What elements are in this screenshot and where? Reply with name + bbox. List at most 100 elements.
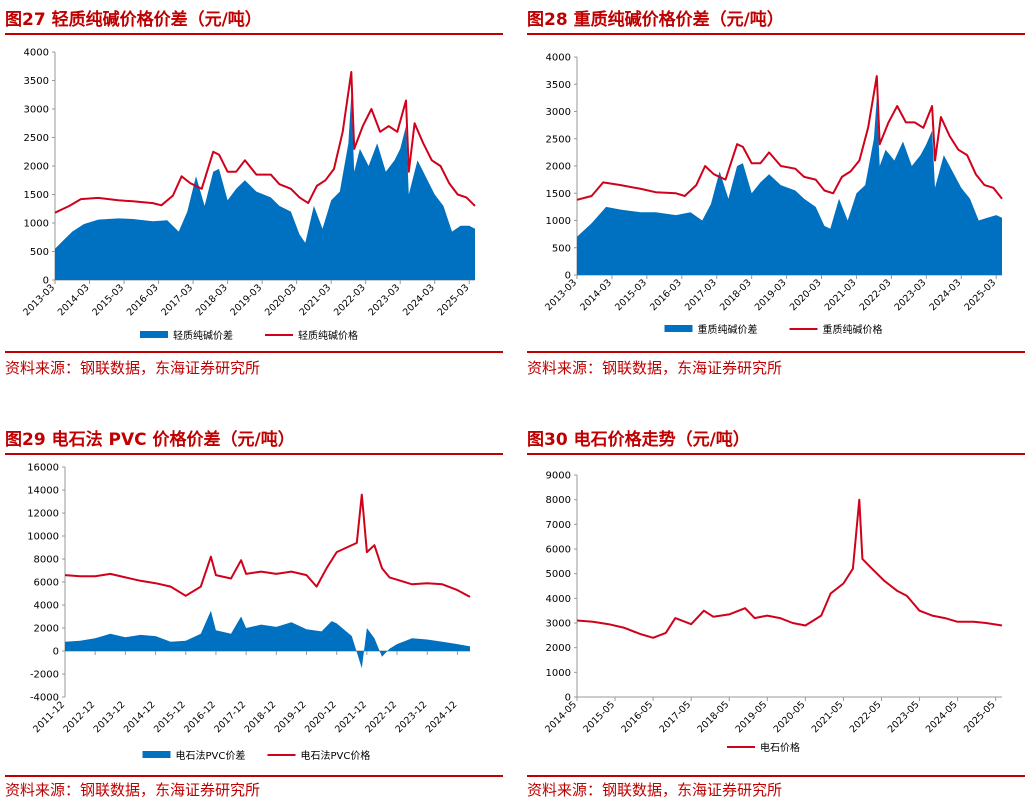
x-tick-label: 2013-12: [92, 699, 128, 735]
x-tick-label: 2014-05: [543, 699, 579, 735]
y-tick-label: 2000: [546, 162, 571, 173]
x-tick-label: 2017-03: [159, 282, 195, 318]
x-tick-label: 2022-03: [858, 277, 894, 313]
y-tick-label: 500: [552, 243, 571, 254]
x-tick-label: 2018-03: [194, 282, 230, 318]
series-area-0: [577, 97, 1002, 276]
series-line-0: [576, 498, 1003, 639]
x-tick-label: 2017-05: [657, 699, 693, 735]
panel-fig27: 图27 轻质纯碱价格价差（元/吨） 0 500 1000 1500 2000 2500 30…: [5, 5, 505, 380]
y-tick-label: 0: [565, 693, 571, 704]
series-line-1: [576, 75, 1003, 201]
legend-label: 轻质纯碱价差: [173, 329, 233, 342]
x-tick-label: 2025-03: [436, 282, 472, 318]
y-tick-label: 2000: [34, 624, 59, 635]
x-tick-label: 2023-12: [394, 699, 430, 735]
y-tick-label: 0: [565, 271, 571, 282]
x-tick-label: 2021-12: [333, 699, 369, 735]
x-tick-label: 2024-03: [928, 277, 964, 313]
y-tick-label: 0: [53, 647, 59, 658]
x-tick-label: 2014-03: [56, 282, 92, 318]
x-tick-label: 2015-05: [581, 699, 617, 735]
x-tick-label: 2016-12: [182, 699, 218, 735]
x-tick-label: 2023-03: [893, 277, 929, 313]
series-area-0: [55, 94, 475, 280]
x-tick-label: 2016-03: [648, 277, 684, 313]
title-rule: [527, 33, 1025, 35]
x-tick-label: 2019-03: [753, 277, 789, 313]
x-tick-label: 2013-03: [21, 282, 57, 318]
x-tick-label: 2024-05: [924, 699, 960, 735]
legend-item: 电石法PVC价差: [142, 749, 246, 762]
x-tick-label: 2019-05: [734, 699, 770, 735]
y-tick-label: 3500: [24, 76, 49, 87]
legend-item: 电石价格: [727, 741, 800, 754]
y-tick-label: 5000: [546, 569, 571, 580]
y-tick-label: 2000: [24, 162, 49, 173]
y-tick-label: 16000: [27, 463, 59, 474]
source-note: 资料来源：钢联数据，东海证券研究所: [527, 781, 783, 799]
source-rule: [5, 775, 503, 777]
y-tick-label: 12000: [27, 509, 59, 520]
y-tick-label: 4000: [24, 48, 49, 59]
y-tick-label: 2500: [24, 133, 49, 144]
x-tick-label: 2024-12: [424, 699, 460, 735]
series-line-1: [64, 493, 471, 598]
x-tick-label: 2025-05: [962, 699, 998, 735]
y-tick-label: 500: [30, 247, 49, 258]
y-tick-label: 2000: [546, 643, 571, 654]
x-tick-label: 2014-12: [122, 699, 158, 735]
source-rule: [5, 351, 503, 353]
panel-fig29: 图29 电石法 PVC 价格价差（元/吨） -4000 -2000 0 2000 400…: [5, 425, 505, 803]
y-tick-label: 1000: [546, 216, 571, 227]
y-tick-label: 3500: [546, 80, 571, 91]
legend-item: 轻质纯碱价差: [140, 329, 233, 342]
series-area-0: [65, 610, 470, 669]
legend-item: 轻质纯碱价格: [265, 329, 358, 342]
chart-title: 图30 电石价格走势（元/吨）: [527, 430, 750, 450]
x-tick-label: 2015-12: [152, 699, 188, 735]
legend-item: 电石法PVC价格: [267, 749, 370, 762]
chart-light-soda-ash: 050010001500200025003000350040002013-032…: [21, 48, 476, 342]
legend-label: 重质纯碱价格: [823, 323, 883, 336]
x-tick-label: 2021-03: [823, 277, 859, 313]
x-tick-label: 2021-05: [810, 699, 846, 735]
y-tick-label: 2500: [546, 134, 571, 145]
x-tick-label: 2016-03: [125, 282, 161, 318]
legend-label: 电石法PVC价差: [176, 749, 246, 762]
y-tick-label: 8000: [546, 495, 571, 506]
legend-label: 电石价格: [760, 741, 800, 754]
x-tick-label: 2011-12: [31, 699, 67, 735]
y-tick-label: 3000: [546, 619, 571, 630]
legend-label: 重质纯碱价差: [698, 323, 758, 336]
y-tick-label: -2000: [30, 670, 59, 681]
series-line-1: [54, 71, 476, 214]
x-tick-label: 2024-03: [401, 282, 437, 318]
x-tick-label: 2018-12: [243, 699, 279, 735]
source-rule: [527, 351, 1025, 353]
x-tick-label: 2015-03: [90, 282, 126, 318]
legend-label: 轻质纯碱价格: [298, 329, 358, 342]
y-tick-label: 1500: [546, 189, 571, 200]
y-tick-label: 6000: [34, 578, 59, 589]
x-tick-label: 2019-12: [273, 699, 309, 735]
y-tick-label: 1000: [546, 668, 571, 679]
x-tick-label: 2018-05: [696, 699, 732, 735]
x-tick-label: 2018-03: [718, 277, 754, 313]
chart-pvc-carbide: -4000 -2000 0 2000 4000 6000 8000 10000 12000 140…: [27, 463, 471, 762]
chart-title: 图29 电石法 PVC 价格价差（元/吨）: [5, 430, 295, 450]
y-tick-label: 10000: [27, 532, 59, 543]
legend-swatch: [664, 325, 693, 332]
x-tick-label: 2017-03: [683, 277, 719, 313]
chart-title: 图28 重质纯碱价格价差（元/吨）: [527, 10, 784, 30]
x-tick-label: 2015-03: [613, 277, 649, 313]
x-tick-label: 2023-05: [886, 699, 922, 735]
panel-fig30: 图30 电石价格走势（元/吨） 0 1000 2000 3000 4000 5000 600…: [527, 425, 1027, 803]
source-note: 资料来源：钢联数据，东海证券研究所: [5, 359, 261, 377]
x-tick-label: 2020-03: [788, 277, 824, 313]
x-tick-label: 2014-03: [578, 277, 614, 313]
x-tick-label: 2023-03: [366, 282, 402, 318]
x-tick-label: 2022-03: [332, 282, 368, 318]
x-tick-label: 2020-12: [303, 699, 339, 735]
